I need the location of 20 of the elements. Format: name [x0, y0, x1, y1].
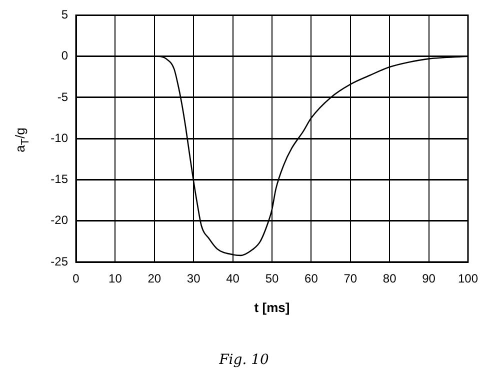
- x-axis-title: t [ms]: [254, 300, 290, 315]
- y-tick-label: -15: [50, 172, 68, 186]
- y-tick-label: -25: [50, 254, 68, 268]
- y-tick-label: 5: [61, 8, 68, 22]
- x-tick-label: 80: [382, 272, 397, 286]
- x-tick-label: 70: [344, 272, 358, 286]
- y-tick-label: -20: [50, 213, 68, 228]
- x-tick-label: 60: [304, 272, 318, 286]
- x-tick-label: 0: [72, 272, 80, 286]
- y-tick-label: 0: [61, 48, 68, 63]
- x-tick-label: 40: [226, 272, 240, 286]
- y-tick-label: -10: [50, 130, 68, 145]
- y-tick-label: -5: [57, 90, 68, 104]
- x-tick-label: 30: [186, 272, 201, 286]
- caption: Fig. 10: [218, 352, 270, 368]
- x-tick-label: 50: [265, 272, 279, 286]
- x-tick-label: 90: [422, 272, 436, 286]
- x-tick-label: 10: [108, 272, 122, 286]
- x-tick-label: 100: [458, 272, 478, 286]
- x-tick-label: 20: [148, 272, 162, 286]
